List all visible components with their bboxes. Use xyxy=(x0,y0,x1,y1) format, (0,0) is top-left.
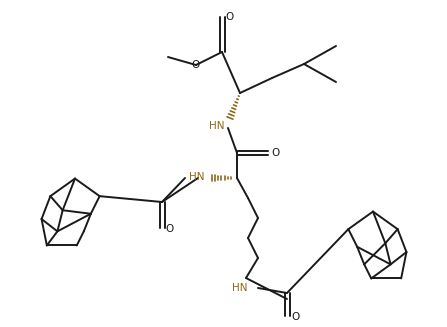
Text: O: O xyxy=(226,12,234,22)
Text: HN: HN xyxy=(209,121,225,131)
Text: O: O xyxy=(291,312,299,322)
Text: O: O xyxy=(191,60,199,70)
Text: HN: HN xyxy=(189,172,205,182)
Text: HN: HN xyxy=(232,283,248,293)
Text: O: O xyxy=(272,148,280,158)
Text: O: O xyxy=(166,224,174,234)
